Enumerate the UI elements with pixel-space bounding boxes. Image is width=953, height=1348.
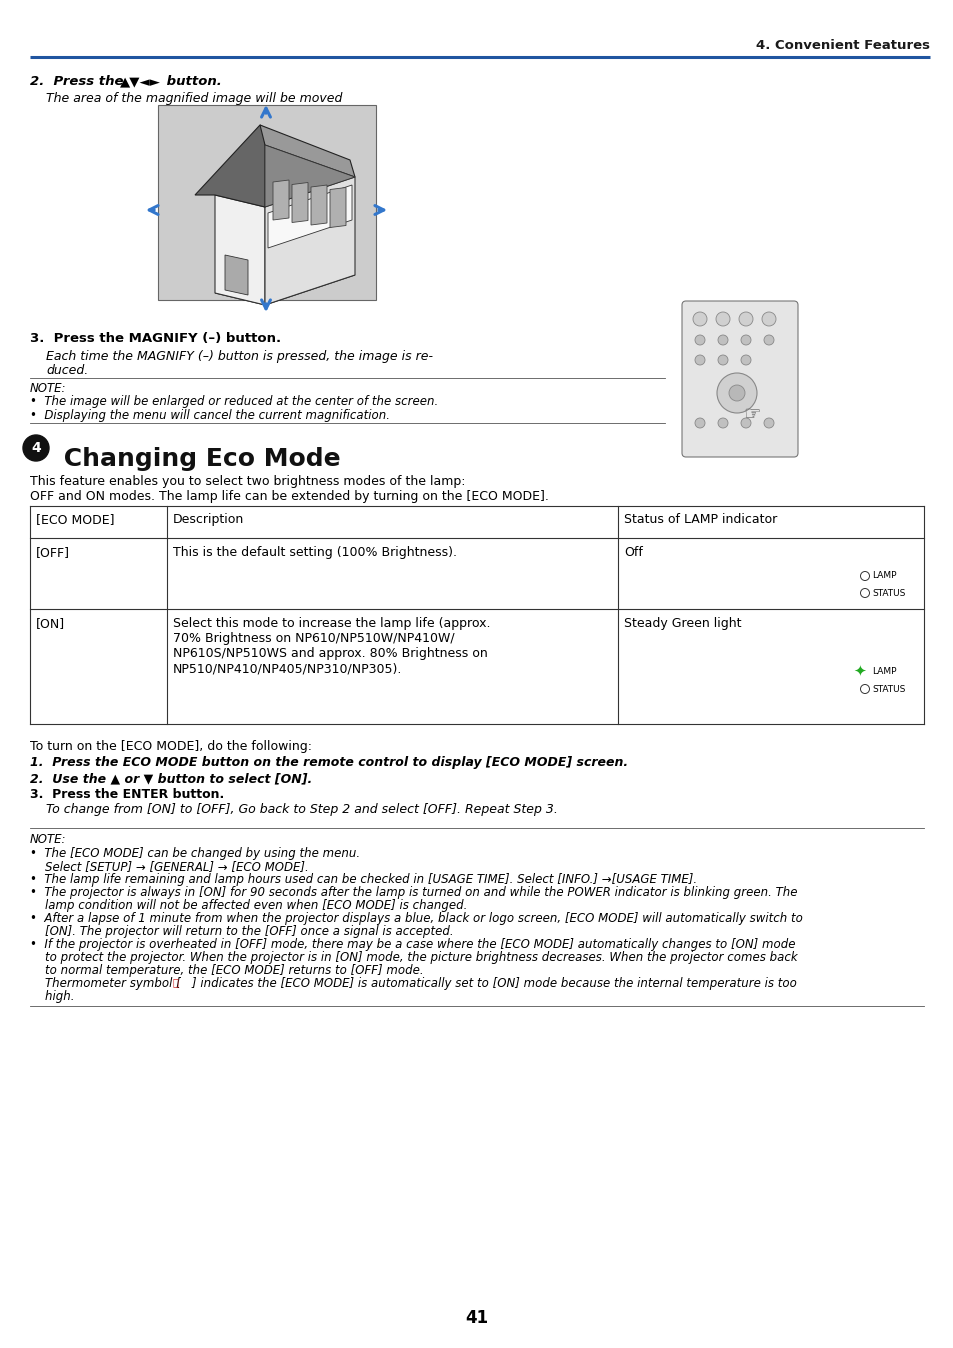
Text: Each time the MAGNIFY (–) button is pressed, the image is re-: Each time the MAGNIFY (–) button is pres…: [46, 350, 433, 363]
Polygon shape: [265, 146, 355, 208]
Text: •  The [ECO MODE] can be changed by using the menu.: • The [ECO MODE] can be changed by using…: [30, 847, 359, 860]
Text: Description: Description: [172, 514, 244, 526]
Text: [OFF]: [OFF]: [36, 546, 70, 559]
Polygon shape: [273, 181, 289, 220]
Text: •  The lamp life remaining and lamp hours used can be checked in [USAGE TIME]. S: • The lamp life remaining and lamp hours…: [30, 874, 697, 886]
Text: 41: 41: [465, 1309, 488, 1326]
Polygon shape: [214, 195, 265, 305]
Text: Steady Green light: Steady Green light: [623, 617, 740, 630]
Polygon shape: [330, 187, 346, 228]
Text: Select this mode to increase the lamp life (approx.: Select this mode to increase the lamp li…: [172, 617, 490, 630]
Text: button.: button.: [162, 75, 221, 88]
Text: 2.  Use the ▲ or ▼ button to select [ON].: 2. Use the ▲ or ▼ button to select [ON].: [30, 772, 312, 785]
Text: •  After a lapse of 1 minute from when the projector displays a blue, black or l: • After a lapse of 1 minute from when th…: [30, 913, 802, 925]
Circle shape: [763, 336, 773, 345]
Polygon shape: [292, 182, 308, 222]
Circle shape: [740, 336, 750, 345]
Polygon shape: [260, 125, 355, 177]
Circle shape: [763, 418, 773, 429]
Text: 70% Brightness on NP610/NP510W/NP410W/: 70% Brightness on NP610/NP510W/NP410W/: [172, 632, 455, 644]
Circle shape: [716, 311, 729, 326]
Circle shape: [739, 311, 752, 326]
Polygon shape: [194, 125, 265, 208]
Text: ☞: ☞: [742, 406, 760, 425]
Text: To turn on the [ECO MODE], do the following:: To turn on the [ECO MODE], do the follow…: [30, 740, 312, 754]
Text: ▲▼◄►: ▲▼◄►: [120, 75, 161, 88]
Text: ✦: ✦: [853, 663, 865, 678]
Text: lamp condition will not be affected even when [ECO MODE] is changed.: lamp condition will not be affected even…: [30, 899, 467, 913]
Bar: [158, 105, 375, 301]
Text: This is the default setting (100% Brightness).: This is the default setting (100% Bright…: [172, 546, 456, 559]
Text: NOTE:: NOTE:: [30, 381, 67, 395]
Text: 🌡: 🌡: [172, 977, 178, 987]
Circle shape: [695, 355, 704, 365]
Circle shape: [717, 373, 757, 412]
Circle shape: [761, 311, 775, 326]
Text: 1.  Press the ECO MODE button on the remote control to display [ECO MODE] screen: 1. Press the ECO MODE button on the remo…: [30, 756, 627, 768]
Text: 3.  Press the MAGNIFY (–) button.: 3. Press the MAGNIFY (–) button.: [30, 332, 281, 345]
Circle shape: [695, 418, 704, 429]
Text: Status of LAMP indicator: Status of LAMP indicator: [623, 514, 777, 526]
Text: [ON]: [ON]: [36, 617, 65, 630]
Text: to protect the projector. When the projector is in [ON] mode, the picture bright: to protect the projector. When the proje…: [30, 950, 797, 964]
Text: high.: high.: [30, 989, 74, 1003]
Polygon shape: [214, 266, 355, 305]
Polygon shape: [268, 185, 352, 248]
Polygon shape: [311, 185, 327, 225]
Text: 4: 4: [31, 441, 41, 456]
Circle shape: [695, 336, 704, 345]
Polygon shape: [225, 255, 248, 295]
Text: NP510/NP410/NP405/NP310/NP305).: NP510/NP410/NP405/NP310/NP305).: [172, 662, 402, 675]
Text: STATUS: STATUS: [871, 685, 904, 693]
Text: •  The image will be enlarged or reduced at the center of the screen.: • The image will be enlarged or reduced …: [30, 395, 437, 408]
Text: •  If the projector is overheated in [OFF] mode, there may be a case where the [: • If the projector is overheated in [OFF…: [30, 938, 795, 950]
Text: [ECO MODE]: [ECO MODE]: [36, 514, 114, 526]
Text: 2.  Press the: 2. Press the: [30, 75, 128, 88]
Text: LAMP: LAMP: [871, 666, 896, 675]
Text: LAMP: LAMP: [871, 572, 896, 581]
Text: Off: Off: [623, 546, 642, 559]
Circle shape: [23, 435, 49, 461]
Circle shape: [740, 418, 750, 429]
FancyBboxPatch shape: [681, 301, 797, 457]
Circle shape: [718, 336, 727, 345]
Text: Changing Eco Mode: Changing Eco Mode: [55, 448, 340, 470]
Text: duced.: duced.: [46, 364, 89, 377]
Text: To change from [ON] to [OFF], Go back to Step 2 and select [OFF]. Repeat Step 3.: To change from [ON] to [OFF], Go back to…: [30, 803, 558, 816]
Circle shape: [692, 311, 706, 326]
Circle shape: [718, 418, 727, 429]
Text: to normal temperature, the [ECO MODE] returns to [OFF] mode.: to normal temperature, the [ECO MODE] re…: [30, 964, 423, 977]
Text: OFF and ON modes. The lamp life can be extended by turning on the [ECO MODE].: OFF and ON modes. The lamp life can be e…: [30, 491, 548, 503]
Text: 4. Convenient Features: 4. Convenient Features: [755, 39, 929, 53]
Text: Thermometer symbol [   ] indicates the [ECO MODE] is automatically set to [ON] m: Thermometer symbol [ ] indicates the [EC…: [30, 977, 796, 989]
Text: NP610S/NP510WS and approx. 80% Brightness on: NP610S/NP510WS and approx. 80% Brightnes…: [172, 647, 487, 661]
Circle shape: [740, 355, 750, 365]
Text: Select [SETUP] → [GENERAL] → [ECO MODE].: Select [SETUP] → [GENERAL] → [ECO MODE].: [30, 860, 309, 874]
Circle shape: [728, 386, 744, 400]
Text: This feature enables you to select two brightness modes of the lamp:: This feature enables you to select two b…: [30, 474, 465, 488]
Text: The area of the magnified image will be moved: The area of the magnified image will be …: [46, 92, 342, 105]
Text: NOTE:: NOTE:: [30, 833, 67, 847]
Text: •  The projector is always in [ON] for 90 seconds after the lamp is turned on an: • The projector is always in [ON] for 90…: [30, 886, 797, 899]
Text: STATUS: STATUS: [871, 589, 904, 597]
Text: •  Displaying the menu will cancel the current magnification.: • Displaying the menu will cancel the cu…: [30, 408, 390, 422]
Text: [ON]. The projector will return to the [OFF] once a signal is accepted.: [ON]. The projector will return to the […: [30, 925, 453, 938]
Polygon shape: [265, 177, 355, 305]
Circle shape: [718, 355, 727, 365]
Text: 3.  Press the ENTER button.: 3. Press the ENTER button.: [30, 789, 224, 801]
